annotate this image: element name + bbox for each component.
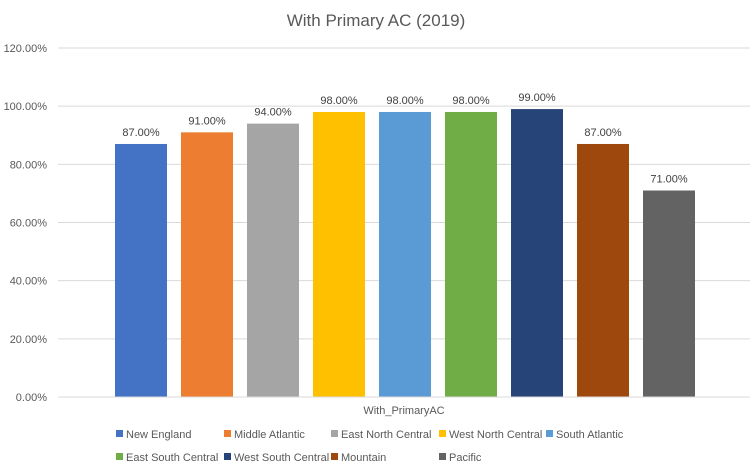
y-tick-label: 120.00%	[4, 43, 48, 55]
legend-item-west-north-central: West North Central	[439, 429, 542, 441]
data-label-new-england: 87.00%	[122, 127, 160, 139]
legend-swatch	[224, 453, 231, 460]
y-tick-label: 80.00%	[10, 159, 48, 171]
data-label-west-south-central: 99.00%	[518, 92, 556, 104]
legend-item-mountain: Mountain	[331, 452, 386, 464]
bar-mountain	[577, 143, 629, 397]
legend-label: East North Central	[341, 429, 431, 441]
legend-item-west-south-central: West South Central	[224, 452, 329, 464]
data-label-middle-atlantic: 91.00%	[188, 115, 226, 127]
y-tick-label: 20.00%	[10, 334, 48, 346]
x-axis-category-label: With_PrimaryAC	[363, 405, 444, 417]
bar-new-england	[115, 143, 167, 397]
legend-item-pacific: Pacific	[439, 452, 482, 464]
data-label-south-atlantic: 98.00%	[386, 95, 424, 107]
legend-label: Pacific	[449, 452, 482, 464]
legend-label: West North Central	[449, 429, 542, 441]
legend-item-middle-atlantic: Middle Atlantic	[224, 429, 305, 441]
legend-swatch	[331, 453, 338, 460]
legend-label: Mountain	[341, 452, 386, 464]
y-tick-label: 100.00%	[4, 101, 48, 113]
bar-east-north-central	[247, 123, 299, 397]
legend-swatch	[546, 430, 553, 437]
y-tick-label: 60.00%	[10, 218, 48, 230]
legend-item-new-england: New England	[116, 429, 191, 441]
legend-swatch	[224, 430, 231, 437]
bar-west-north-central	[313, 111, 365, 397]
legend-label: West South Central	[234, 452, 329, 464]
bar-west-south-central	[511, 109, 563, 397]
bar-east-south-central	[445, 111, 497, 397]
y-tick-label: 0.00%	[16, 392, 47, 404]
legend-swatch	[116, 453, 123, 460]
data-label-west-north-central: 98.00%	[320, 95, 358, 107]
bar-south-atlantic	[379, 111, 431, 397]
legend-item-east-north-central: East North Central	[331, 429, 431, 441]
y-tick-label: 40.00%	[10, 276, 48, 288]
legend: New England Middle Atlantic East North Cen…	[116, 429, 624, 464]
data-label-pacific: 71.00%	[650, 174, 688, 186]
bars	[115, 109, 695, 397]
legend-swatch	[439, 453, 446, 460]
legend-label: New England	[126, 429, 191, 441]
legend-label: South Atlantic	[556, 429, 624, 441]
bar-middle-atlantic	[181, 132, 233, 397]
data-label-east-south-central: 98.00%	[452, 95, 490, 107]
legend-label: East South Central	[126, 452, 218, 464]
legend-item-east-south-central: East South Central	[116, 452, 218, 464]
legend-swatch	[331, 430, 338, 437]
legend-label: Middle Atlantic	[234, 429, 305, 441]
data-label-east-north-central: 94.00%	[254, 107, 292, 119]
bar-pacific	[643, 190, 695, 397]
legend-item-south-atlantic: South Atlantic	[546, 429, 624, 441]
y-axis-tick-labels: 0.00% 20.00% 40.00% 60.00% 80.00% 100.00% 120.…	[4, 43, 48, 404]
data-label-mountain: 87.00%	[584, 127, 622, 139]
legend-swatch	[116, 430, 123, 437]
data-labels: 87.00% 91.00% 94.00% 98.00% 98.00% 98.00% 99.0…	[122, 92, 688, 185]
legend-swatch	[439, 430, 446, 437]
chart-title: With Primary AC (2019)	[287, 11, 466, 30]
